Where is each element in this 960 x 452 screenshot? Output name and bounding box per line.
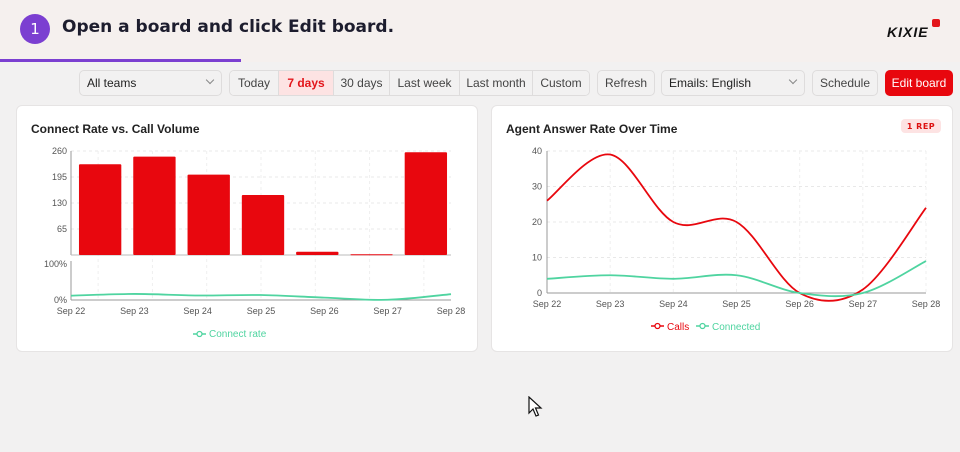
mouse-cursor-icon xyxy=(528,396,543,417)
y-tick-label: 10 xyxy=(532,253,542,263)
chevron-down-icon xyxy=(788,75,798,85)
legend-label: Connect rate xyxy=(209,329,267,340)
x-tick-label: Sep 26 xyxy=(785,299,814,309)
y-tick-label: 30 xyxy=(532,182,542,192)
series-line xyxy=(546,153,927,302)
range-30-days[interactable]: 30 days xyxy=(334,71,390,95)
tutorial-progress-bar xyxy=(0,59,241,62)
legend-marker xyxy=(699,322,706,330)
range-7-days[interactable]: 7 days xyxy=(279,71,334,95)
edit-board-button[interactable]: Edit board xyxy=(885,70,953,96)
date-range-group: Today 7 days 30 days Last week Last mont… xyxy=(229,70,590,96)
emails-select-value: Emails: English xyxy=(669,76,752,90)
bar xyxy=(350,254,393,256)
x-tick-label: Sep 25 xyxy=(722,299,751,309)
bar xyxy=(296,251,339,255)
x-tick-label: Sep 23 xyxy=(120,306,149,316)
team-select[interactable]: All teams xyxy=(79,70,222,96)
rep-count-badge: 1 REP xyxy=(901,119,941,133)
chart-title: Agent Answer Rate Over Time xyxy=(506,122,678,136)
answer-rate-card: Agent Answer Rate Over Time 1 REP 40 30 20… xyxy=(491,105,953,352)
y-tick-label: 65 xyxy=(57,224,67,234)
connect-rate-card: Connect Rate vs. Call Volume 260 195 130 65… xyxy=(16,105,478,352)
legend-label: Connected xyxy=(712,322,760,333)
y-tick-label: 195 xyxy=(52,172,67,182)
bar xyxy=(133,156,176,255)
x-tick-label: Sep 27 xyxy=(849,299,878,309)
x-tick-label: Sep 28 xyxy=(437,306,466,316)
legend-label: Calls xyxy=(667,322,689,333)
tutorial-header: 1 Open a board and click Edit board. KIX… xyxy=(0,0,960,62)
y-tick-label: 100% xyxy=(44,259,67,269)
team-select-value: All teams xyxy=(87,76,137,90)
legend-marker xyxy=(654,322,661,330)
series-line xyxy=(546,260,927,298)
bar xyxy=(78,164,122,255)
x-tick-label: Sep 24 xyxy=(659,299,688,309)
chart-title: Connect Rate vs. Call Volume xyxy=(31,122,200,136)
legend-marker xyxy=(196,330,203,338)
step-number-badge: 1 xyxy=(20,14,50,44)
x-tick-label: Sep 26 xyxy=(310,306,339,316)
x-tick-label: Sep 25 xyxy=(247,306,276,316)
bar xyxy=(404,152,448,255)
range-today[interactable]: Today xyxy=(230,71,279,95)
connect-rate-chart: 260 195 130 65 100% 0%Sep 22 Sep 23 Sep 24 Sep 2… xyxy=(44,146,466,340)
range-last-month[interactable]: Last month xyxy=(460,71,533,95)
bar xyxy=(241,195,285,255)
x-tick-label: Sep 24 xyxy=(183,306,212,316)
kixie-logo: KIXIE xyxy=(887,24,929,40)
y-tick-label: 20 xyxy=(532,217,542,227)
range-custom[interactable]: Custom xyxy=(533,71,589,95)
x-tick-label: Sep 22 xyxy=(533,299,562,309)
chevron-down-icon xyxy=(205,75,215,85)
step-instruction: Open a board and click Edit board. xyxy=(62,17,395,37)
logo-mark-icon xyxy=(932,19,940,27)
y-tick-label: 0 xyxy=(537,288,542,298)
x-tick-label: Sep 27 xyxy=(373,306,402,316)
series-line xyxy=(70,293,452,301)
x-tick-label: Sep 28 xyxy=(912,299,941,309)
refresh-button[interactable]: Refresh xyxy=(597,70,655,96)
x-tick-label: Sep 23 xyxy=(596,299,625,309)
schedule-button[interactable]: Schedule xyxy=(812,70,878,96)
range-last-week[interactable]: Last week xyxy=(390,71,460,95)
y-tick-label: 130 xyxy=(52,198,67,208)
emails-language-select[interactable]: Emails: English xyxy=(661,70,805,96)
y-tick-label: 260 xyxy=(52,146,67,156)
y-tick-label: 0% xyxy=(54,295,67,305)
y-tick-label: 40 xyxy=(532,146,542,156)
bar xyxy=(187,174,230,255)
x-tick-label: Sep 22 xyxy=(57,306,86,316)
